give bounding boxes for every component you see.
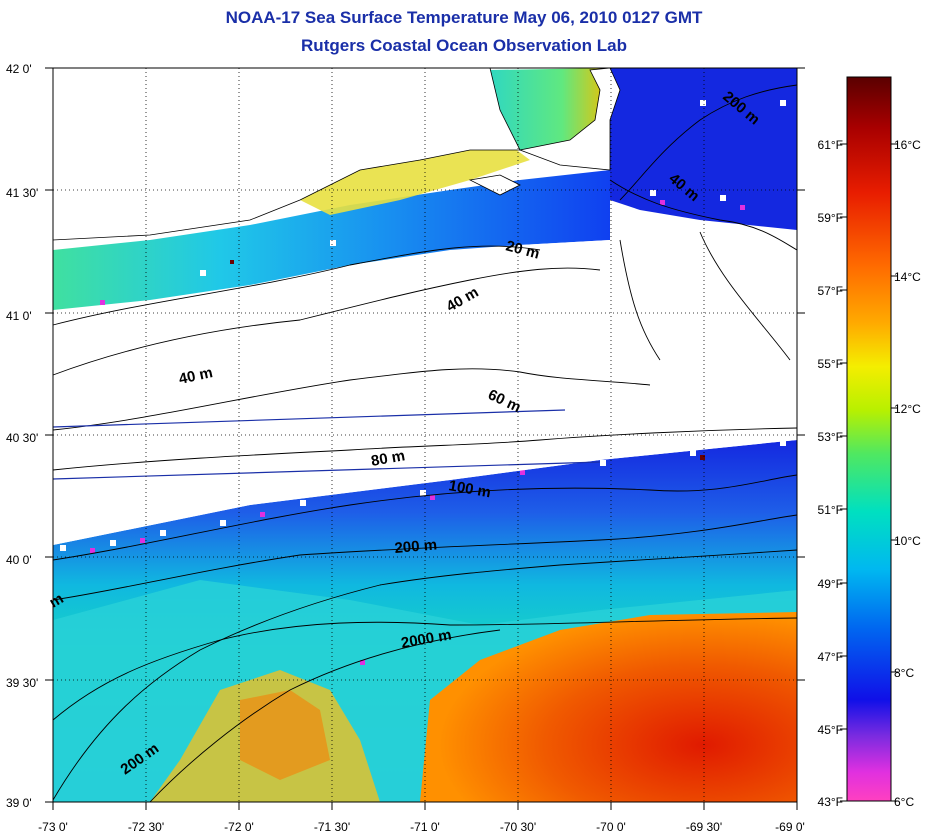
longitude-labels: -73 0' -72 30' -72 0' -71 30' -71 0' -70… <box>38 820 805 834</box>
colorbar-c-label: 16°C <box>894 138 921 152</box>
colorbar-f-label: 57°F <box>818 284 843 298</box>
contour-label: 200 m <box>394 536 438 557</box>
lon-tick-label: -71 30' <box>314 820 350 834</box>
colorbar-c-label: 6°C <box>894 795 914 809</box>
gulf-of-maine-water <box>610 68 797 230</box>
contour-label: 40 m <box>177 364 214 388</box>
colorbar-gradient <box>846 76 892 802</box>
land <box>52 67 621 241</box>
lat-tick-label: 41 30' <box>6 186 38 200</box>
colorbar-c-label: 10°C <box>894 534 921 548</box>
colorbar-f-label: 61°F <box>818 138 843 152</box>
lat-tick-label: 42 0' <box>6 62 32 76</box>
warm-water <box>420 612 797 802</box>
lon-tick-label: -70 0' <box>596 820 626 834</box>
transect-lines <box>52 409 601 480</box>
colorbar-c-label: 14°C <box>894 270 921 284</box>
lat-tick-label: 41 0' <box>6 309 32 323</box>
colorbar-f-label: 51°F <box>818 503 843 517</box>
lon-tick-label: -71 0' <box>410 820 440 834</box>
frame-ticks <box>45 67 805 810</box>
colorbar-f-label: 47°F <box>818 650 843 664</box>
colorbar-f-label: 49°F <box>818 577 843 591</box>
lon-tick-label: -72 0' <box>224 820 254 834</box>
colorbar-c-label: 12°C <box>894 402 921 416</box>
colorbar-f-label: 43°F <box>818 795 843 809</box>
lon-tick-label: -73 0' <box>38 820 68 834</box>
colorbar-c-label: 8°C <box>894 666 914 680</box>
lat-tick-label: 40 0' <box>6 553 32 567</box>
graticule <box>53 68 797 802</box>
colorbar-f-label: 55°F <box>818 357 843 371</box>
lat-tick-label: 39 30' <box>6 676 38 690</box>
lat-tick-label: 40 30' <box>6 431 38 445</box>
map-title: NOAA-17 Sea Surface Temperature May 06, … <box>225 8 703 27</box>
cloud-edge-pixels <box>60 100 786 551</box>
latitude-labels: 42 0' 41 30' 41 0' 40 30' 40 0' 39 30' 3… <box>6 62 38 810</box>
lat-tick-label: 39 0' <box>6 796 32 810</box>
colorbar-f-label: 59°F <box>818 211 843 225</box>
contour-label: 80 m <box>370 447 407 470</box>
colorbar-f-label: 45°F <box>818 723 843 737</box>
bathymetry-contours <box>52 84 798 803</box>
southern-new-england <box>52 67 521 241</box>
lon-tick-label: -69 30' <box>686 820 722 834</box>
cold-edge-pixels <box>90 200 745 665</box>
colorbar-f-label: 53°F <box>818 430 843 444</box>
lon-tick-label: -69 0' <box>775 820 805 834</box>
map-subtitle: Rutgers Coastal Ocean Observation Lab <box>301 36 627 55</box>
lon-tick-label: -70 30' <box>500 820 536 834</box>
colorbar: 61°F 59°F 57°F 55°F 53°F 51°F 49°F 47°F … <box>818 76 921 809</box>
sound-water <box>300 145 530 215</box>
lon-tick-label: -72 30' <box>128 820 164 834</box>
